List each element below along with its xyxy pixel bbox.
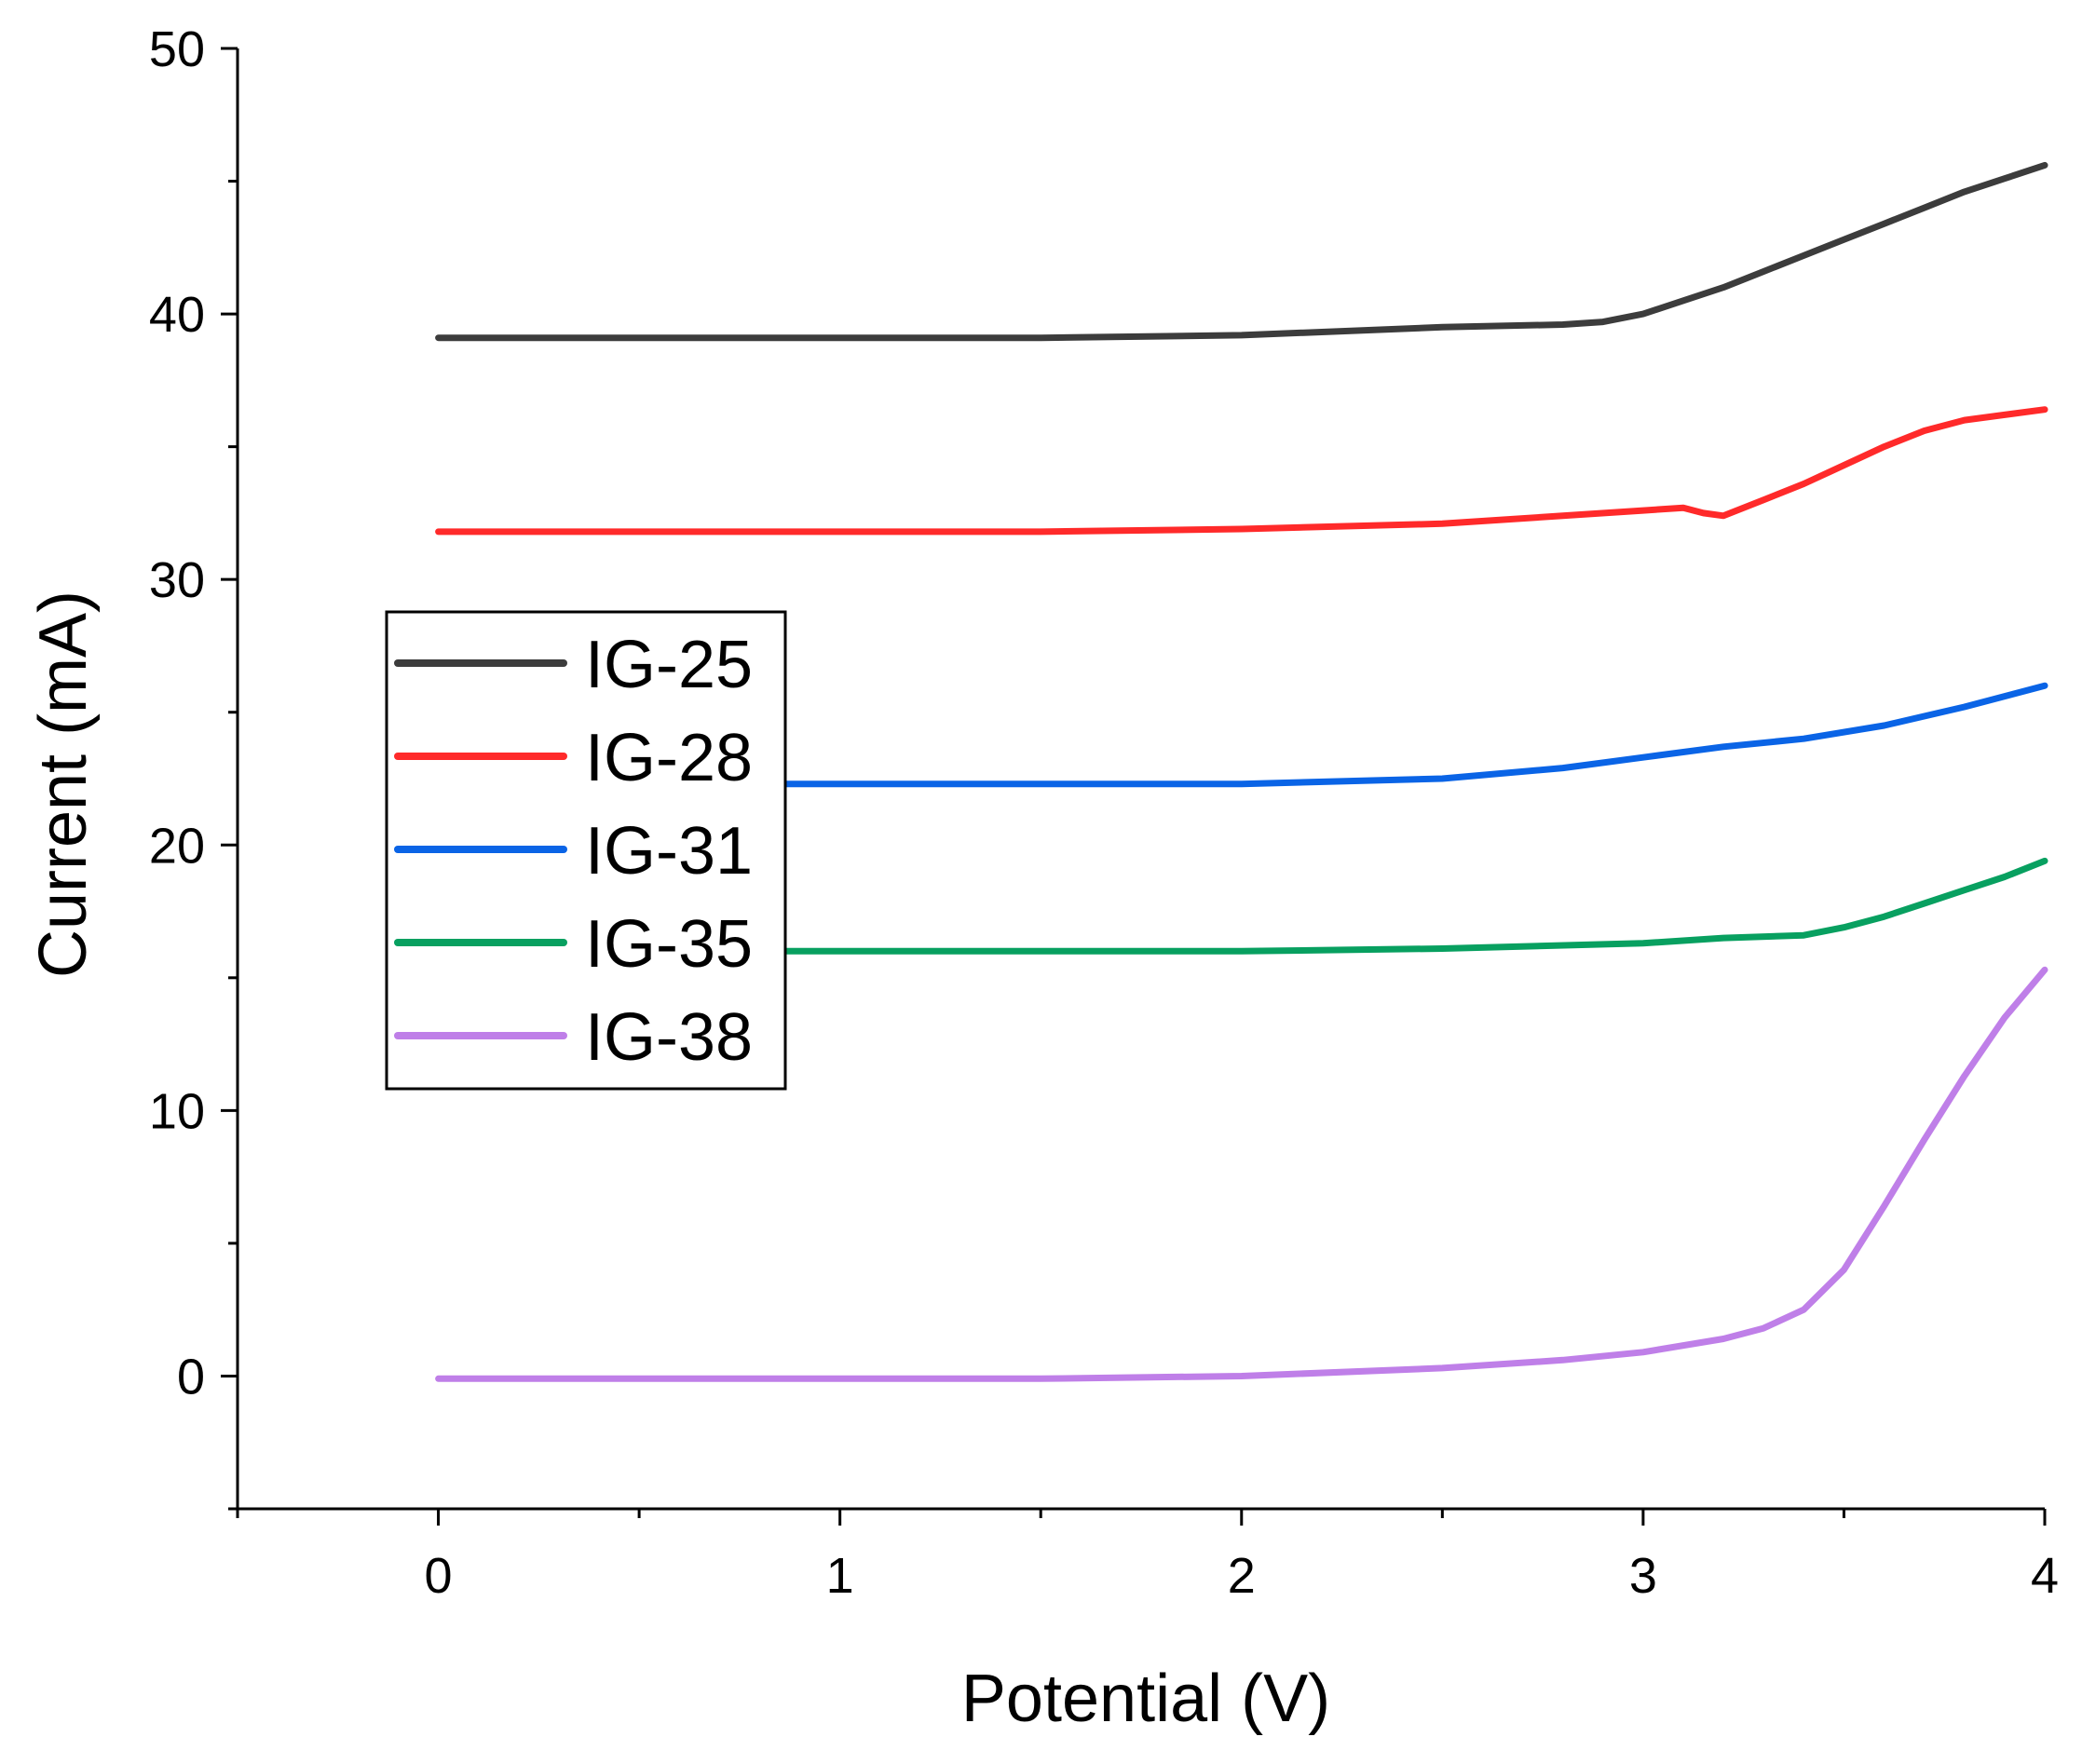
y-tick-label: 0 — [177, 1349, 205, 1404]
series-line-ig-35 — [435, 857, 2048, 955]
x-tick-label: 2 — [1228, 1548, 1256, 1604]
x-tick-label: 3 — [1629, 1548, 1657, 1604]
series-line-ig-38 — [435, 966, 2048, 1382]
series-line-ig-25 — [435, 161, 2048, 342]
series-layer — [435, 161, 2048, 1382]
y-axis-title: Current (mA) — [26, 590, 101, 978]
x-tick-label: 1 — [826, 1548, 854, 1604]
legend-label-ig-25: IG-25 — [585, 628, 753, 702]
y-tick-label: 50 — [149, 21, 205, 77]
legend: IG-25 IG-28 IG-31 IG-35 IG-38 — [385, 610, 787, 1091]
legend-label-ig-38: IG-38 — [585, 1000, 753, 1075]
y-tick-label: 30 — [149, 552, 205, 608]
plot-frame — [236, 48, 2045, 1511]
legend-label-ig-35: IG-35 — [585, 907, 753, 982]
legend-label-ig-28: IG-28 — [585, 721, 753, 795]
x-axis-title: Potential (V) — [961, 1662, 1330, 1736]
y-tick-label: 20 — [149, 818, 205, 874]
y-tick-label: 10 — [149, 1083, 205, 1139]
y-tick-label: 40 — [149, 287, 205, 343]
series-line-ig-31 — [435, 682, 2048, 788]
series-line-ig-28 — [435, 406, 2048, 536]
legend-label-ig-31: IG-31 — [585, 814, 753, 889]
x-tick-label: 0 — [425, 1548, 453, 1604]
x-tick-label: 4 — [2031, 1548, 2059, 1604]
